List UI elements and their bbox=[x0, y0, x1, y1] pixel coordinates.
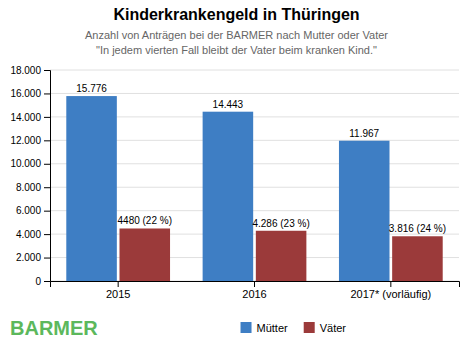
y-tick: 12.000 bbox=[10, 135, 50, 146]
grid bbox=[50, 70, 459, 281]
y-tick: 8.000 bbox=[16, 182, 50, 193]
bar bbox=[66, 96, 117, 281]
y-tick-mark bbox=[44, 281, 50, 282]
bar bbox=[256, 231, 307, 281]
y-tick-label: 18.000 bbox=[10, 65, 41, 76]
series bbox=[119, 228, 442, 281]
legend-item: Väter bbox=[304, 322, 347, 334]
y-tick-label: 4.000 bbox=[16, 229, 41, 240]
series bbox=[66, 96, 389, 281]
bar bbox=[203, 112, 254, 281]
y-tick: 0 bbox=[35, 276, 50, 287]
legend-item: Mütter bbox=[241, 322, 289, 334]
data-label: 4.286 (23 %) bbox=[252, 218, 309, 229]
y-tick-mark bbox=[44, 211, 50, 212]
y-tick-mark bbox=[44, 164, 50, 165]
data-label: 15.776 bbox=[76, 83, 107, 94]
y-tick-label: 2.000 bbox=[16, 252, 41, 263]
y-tick: 10.000 bbox=[10, 158, 50, 169]
x-tick: 2015 bbox=[106, 281, 130, 300]
x-tick: 2017* (vorläufig) bbox=[350, 281, 431, 300]
bar bbox=[339, 141, 390, 281]
x-axis-line bbox=[51, 282, 460, 288]
header: Kinderkrankengeld in Thüringen Anzahl von… bbox=[85, 6, 388, 56]
y-tick-mark bbox=[44, 187, 50, 188]
subtitle: Anzahl von Anträgen bei der BARMER nach … bbox=[85, 29, 388, 41]
x-tick-mark bbox=[118, 281, 119, 287]
y-tick: 18.000 bbox=[10, 65, 50, 76]
bar bbox=[119, 228, 170, 281]
y-axis-line bbox=[44, 71, 51, 282]
data-label: 4480 (22 %) bbox=[118, 215, 172, 226]
x-tick-mark bbox=[254, 281, 255, 287]
legend-swatch bbox=[241, 322, 252, 333]
plot: 0 2.000 4.000 6.000 8.000 10.000 12.000 14.000 1… bbox=[10, 65, 459, 300]
y-tick-mark bbox=[44, 234, 50, 235]
title: Kinderkrankengeld in Thüringen bbox=[113, 6, 359, 23]
y-tick-label: 12.000 bbox=[10, 135, 41, 146]
legend: Mütter Väter bbox=[241, 322, 347, 334]
annotation: "In jedem vierten Fall bleibt der Vater … bbox=[96, 44, 377, 56]
y-axis: 0 2.000 4.000 6.000 8.000 10.000 12.000 14.000 1… bbox=[10, 65, 50, 287]
data-labels: 15.776 14.443 11.967 4480 (22 %) 4.286 (23 %… bbox=[76, 83, 446, 234]
data-label: 3.816 (24 %) bbox=[389, 223, 446, 234]
x-tick-label: 2017* (vorläufig) bbox=[350, 288, 431, 300]
y-tick: 2.000 bbox=[16, 252, 50, 263]
y-tick-mark bbox=[44, 93, 50, 94]
x-tick-label: 2016 bbox=[242, 288, 266, 300]
y-tick: 6.000 bbox=[16, 205, 50, 216]
y-tick-mark bbox=[44, 258, 50, 259]
y-tick-label: 6.000 bbox=[16, 205, 41, 216]
annotation: BARMER bbox=[10, 317, 98, 339]
y-tick-mark bbox=[44, 140, 50, 141]
x-tick: 2016 bbox=[242, 281, 266, 300]
y-tick: 4.000 bbox=[16, 229, 50, 240]
x-axis: 2015 2016 2017* (vorläufig) bbox=[51, 281, 460, 300]
legend-label: Mütter bbox=[257, 322, 289, 334]
grid-line bbox=[50, 93, 459, 94]
grid-line bbox=[50, 70, 459, 71]
y-tick-label: 16.000 bbox=[10, 88, 41, 99]
y-tick-mark bbox=[44, 117, 50, 118]
legend-swatch bbox=[304, 322, 315, 333]
data-label: 11.967 bbox=[349, 128, 379, 139]
chart: Kinderkrankengeld in Thüringen Anzahl von… bbox=[0, 0, 473, 343]
x-tick-label: 2015 bbox=[106, 288, 130, 300]
y-tick: 14.000 bbox=[10, 112, 50, 123]
bars bbox=[66, 96, 442, 281]
y-tick: 16.000 bbox=[10, 88, 50, 99]
y-tick-mark bbox=[44, 70, 50, 71]
legend-label: Väter bbox=[320, 322, 347, 334]
y-tick-label: 10.000 bbox=[10, 158, 41, 169]
data-label: 14.443 bbox=[213, 99, 244, 110]
x-tick-mark bbox=[390, 281, 391, 287]
y-tick-label: 0 bbox=[35, 276, 41, 287]
bar bbox=[392, 236, 443, 281]
y-tick-label: 8.000 bbox=[16, 182, 41, 193]
y-tick-label: 14.000 bbox=[10, 112, 41, 123]
